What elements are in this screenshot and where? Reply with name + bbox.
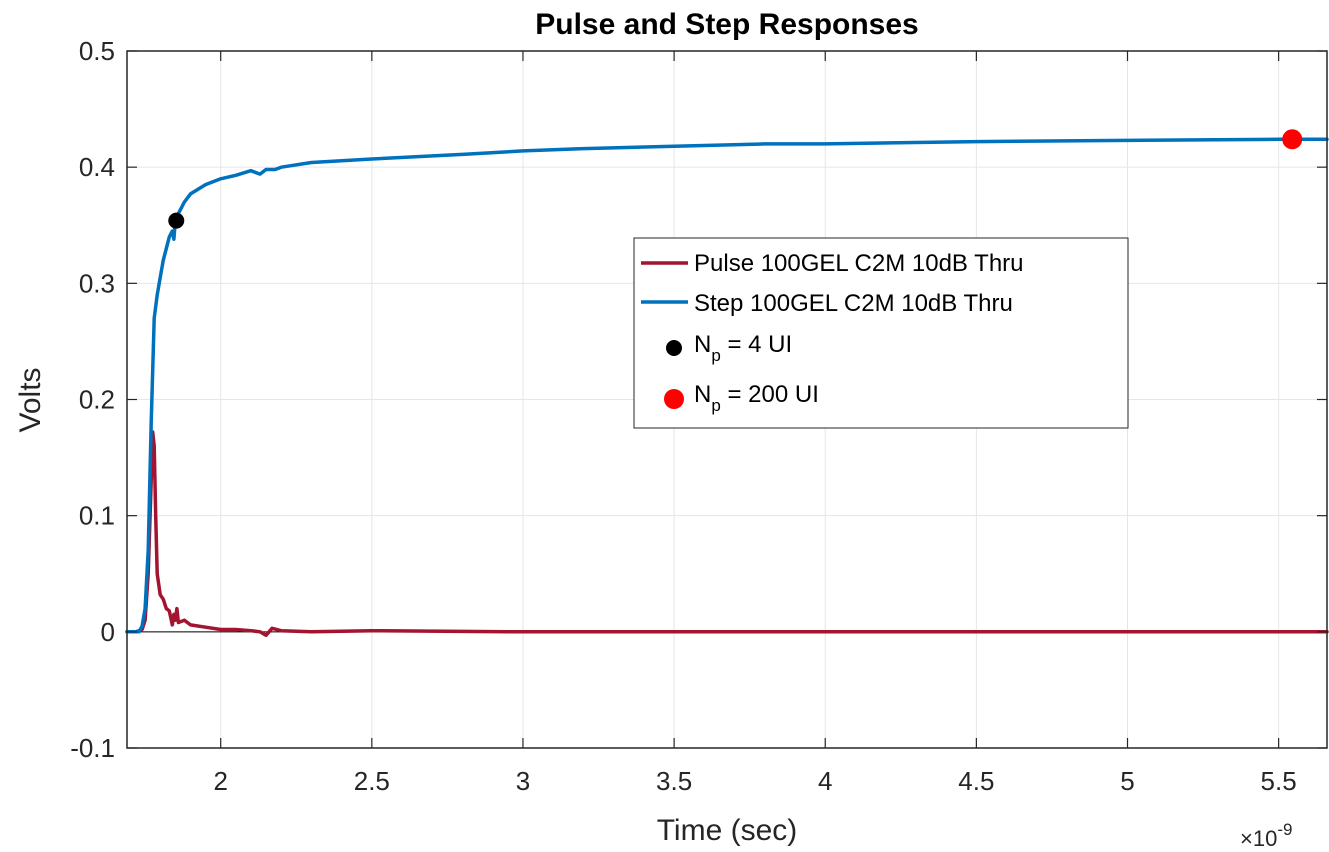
y-tick-label: 0.5: [79, 36, 115, 66]
x-tick-label: 5: [1120, 766, 1134, 796]
y-tick-label: 0.3: [79, 268, 115, 298]
svg-text:×10-9: ×10-9: [1240, 820, 1292, 851]
x-tick-label: 5.5: [1261, 766, 1297, 796]
x-tick-label: 3: [516, 766, 530, 796]
y-tick-label: 0.1: [79, 501, 115, 531]
legend-box: [633, 237, 1129, 429]
y-tick-label: 0.2: [79, 385, 115, 415]
legend-marker-np200: [664, 389, 684, 409]
y-tick-label: 0: [101, 617, 115, 647]
series-line-pulse: [125, 430, 1329, 638]
axis-ticks: [127, 50, 1327, 749]
x-tick-label: 4.5: [958, 766, 994, 796]
legend: Pulse 100GEL C2M 10dB Thru Step 100GEL C…: [633, 237, 1129, 429]
legend-label-np4: Np = 4 UI: [694, 331, 792, 365]
x-tick-label: 4: [818, 766, 832, 796]
series-line-step: [125, 137, 1329, 634]
y-axis-label: Volts: [14, 367, 47, 432]
x-exponent-base: ×10: [1240, 826, 1277, 851]
x-exponent: ×10-9: [1240, 820, 1292, 851]
marker-point-np200: [1282, 129, 1303, 150]
legend-label-np200: Np = 200 UI: [694, 381, 819, 415]
x-tick-label: 3.5: [656, 766, 692, 796]
x-tick-label: 2.5: [354, 766, 390, 796]
chart-title: Pulse and Step Responses: [535, 8, 918, 41]
legend-label-step: Step 100GEL C2M 10dB Thru: [694, 290, 1013, 317]
x-tick-label: 2: [213, 766, 227, 796]
tick-labels: 2 2.5 3 3.5 4 4.5 5 5.5 -0.1 0 0.1 0.2 0.3 0.4 0.5: [70, 36, 1297, 796]
marker-layer: [168, 129, 1303, 229]
legend-marker-np4: [666, 340, 682, 356]
marker-point-np4: [168, 212, 185, 229]
x-axis-label: Time (sec): [657, 814, 798, 847]
y-tick-label: 0.4: [79, 152, 115, 182]
legend-label-pulse: Pulse 100GEL C2M 10dB Thru: [694, 250, 1024, 277]
x-exponent-power: -9: [1277, 820, 1292, 839]
y-tick-label: -0.1: [70, 733, 115, 763]
series-layer: [125, 137, 1329, 638]
